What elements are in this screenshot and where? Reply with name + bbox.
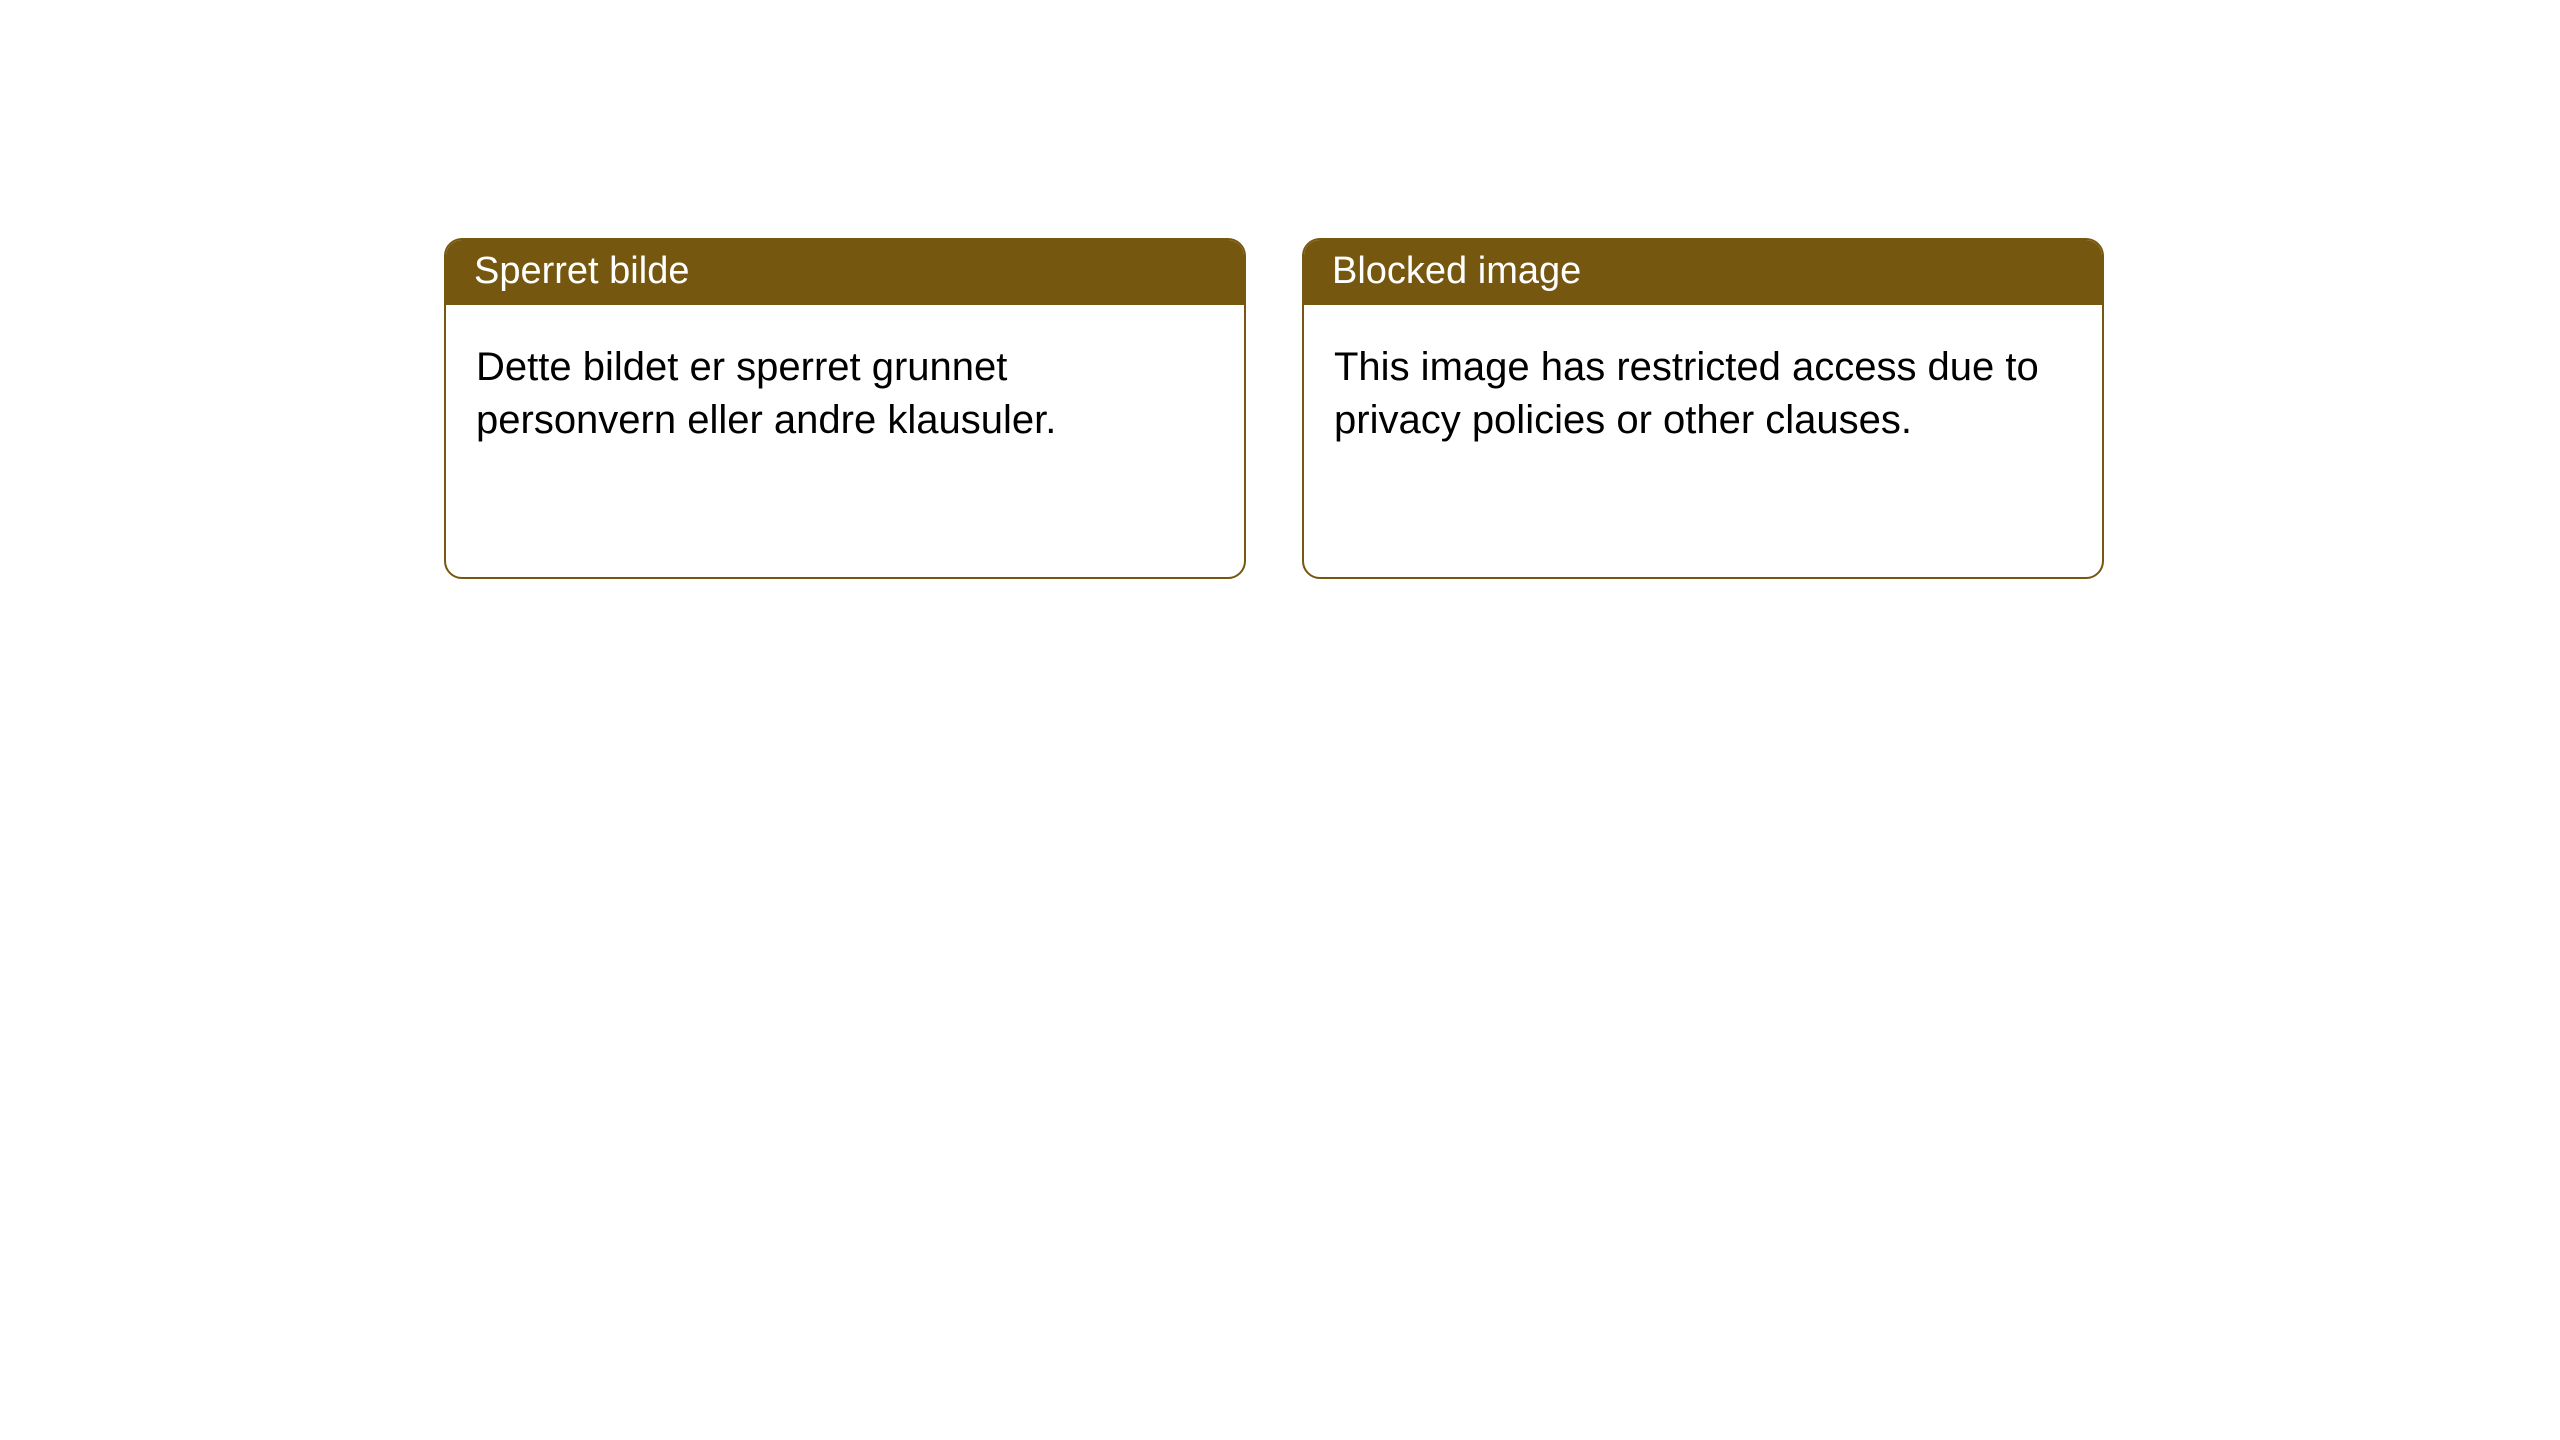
blocked-image-card-no: Sperret bilde Dette bildet er sperret gr… (444, 238, 1246, 579)
card-header: Sperret bilde (446, 240, 1244, 305)
card-body: Dette bildet er sperret grunnet personve… (446, 305, 1244, 577)
card-header: Blocked image (1304, 240, 2102, 305)
card-body: This image has restricted access due to … (1304, 305, 2102, 577)
notice-container: Sperret bilde Dette bildet er sperret gr… (0, 0, 2560, 579)
blocked-image-card-en: Blocked image This image has restricted … (1302, 238, 2104, 579)
